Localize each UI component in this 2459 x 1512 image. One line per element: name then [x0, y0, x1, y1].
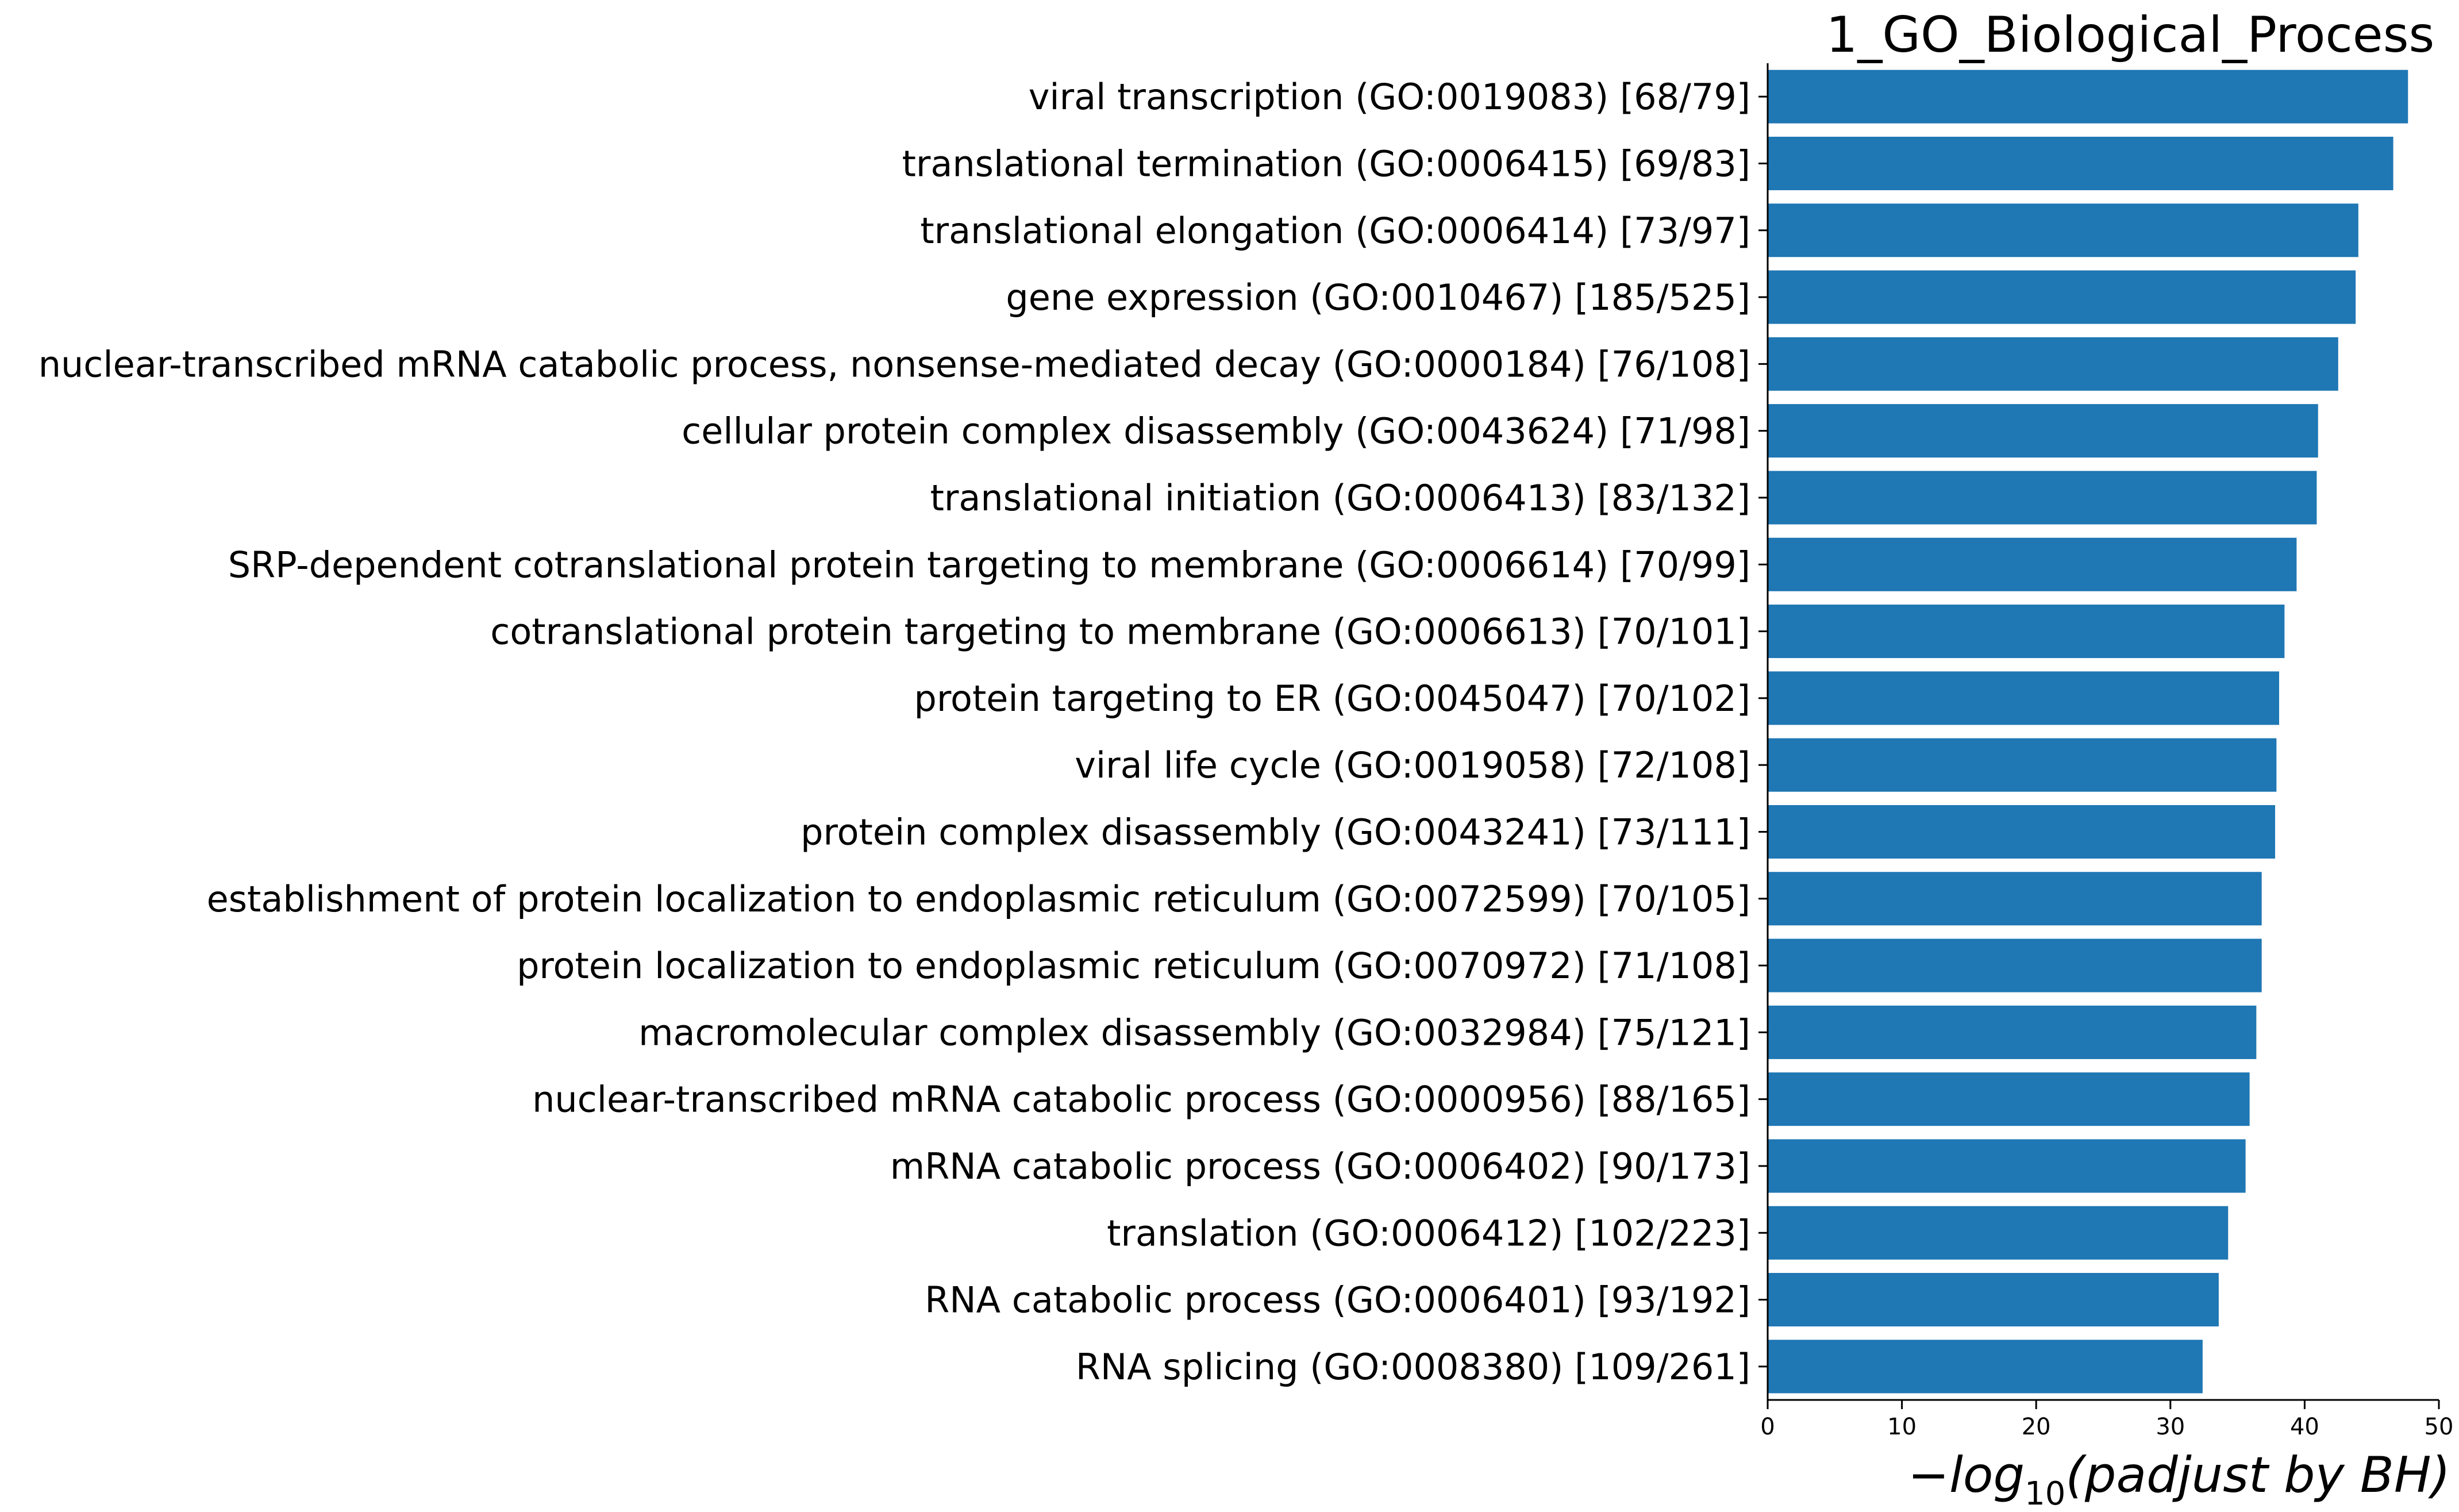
bar: [1768, 1340, 2203, 1394]
bar: [1768, 1273, 2219, 1327]
x-tick-label: 50: [2425, 1414, 2454, 1440]
x-axis-label-rest: (padjust by BH): [2065, 1446, 2450, 1504]
x-tick-label: 0: [1760, 1414, 1775, 1440]
bar: [1768, 805, 2276, 859]
bar: [1768, 1005, 2257, 1059]
x-axis-label: −log10(padjust by BH): [1908, 1446, 2450, 1512]
category-label: viral transcription (GO:0019083) [68/79]: [1029, 76, 1750, 118]
category-label: protein localization to endoplasmic reti…: [517, 945, 1750, 987]
category-label: viral life cycle (GO:0019058) [72/108]: [1075, 744, 1750, 786]
category-label: establishment of protein localization to…: [207, 878, 1750, 920]
category-label: translational elongation (GO:0006414) [7…: [920, 210, 1750, 252]
x-axis-label-base: log: [1949, 1446, 2025, 1504]
category-label: translational termination (GO:0006415) […: [902, 143, 1750, 184]
x-tick-label: 40: [2290, 1414, 2319, 1440]
bar: [1768, 938, 2262, 992]
bar: [1768, 738, 2277, 792]
category-label: RNA splicing (GO:0008380) [109/261]: [1076, 1346, 1750, 1388]
category-label: cellular protein complex disassembly (GO…: [682, 410, 1750, 452]
category-label: nuclear-transcribed mRNA catabolic proce…: [532, 1079, 1750, 1121]
x-axis: 0 10 20 30 40 50: [1760, 63, 2453, 1440]
bar: [1768, 203, 2358, 257]
chart-title: 1_GO_Biological_Process: [1826, 6, 2435, 64]
x-axis-label-prefix: −: [1908, 1446, 1949, 1504]
bar: [1768, 1072, 2250, 1126]
category-label: macromolecular complex disassembly (GO:0…: [638, 1011, 1750, 1053]
category-label: SRP-dependent cotranslational protein ta…: [228, 544, 1750, 586]
bar: [1768, 337, 2338, 391]
bar: [1768, 404, 2318, 458]
category-label: protein targeting to ER (GO:0045047) [70…: [914, 678, 1750, 720]
bar: [1768, 1206, 2229, 1260]
x-axis-label-subscript: 10: [2025, 1475, 2065, 1512]
category-label: RNA catabolic process (GO:0006401) [93/1…: [925, 1279, 1750, 1321]
bar: [1768, 872, 2262, 926]
bars-group: [1768, 70, 2408, 1394]
bar: [1768, 1139, 2246, 1193]
category-label: gene expression (GO:0010467) [185/525]: [1006, 276, 1750, 318]
x-tick-label: 20: [2022, 1414, 2051, 1440]
bar: [1768, 471, 2317, 525]
bar: [1768, 70, 2408, 124]
x-tick-label: 30: [2156, 1414, 2185, 1440]
bar: [1768, 671, 2280, 725]
category-label: translation (GO:0006412) [102/223]: [1107, 1212, 1750, 1254]
category-label: cotranslational protein targeting to mem…: [490, 611, 1750, 653]
category-label: translational initiation (GO:0006413) [8…: [930, 477, 1750, 519]
category-label: protein complex disassembly (GO:0043241)…: [801, 811, 1750, 853]
bar: [1768, 605, 2285, 659]
category-labels-group: viral transcription (GO:0019083) [68/79]…: [39, 76, 1768, 1388]
category-label: mRNA catabolic process (GO:0006402) [90/…: [890, 1145, 1750, 1187]
bar: [1768, 270, 2356, 324]
category-label: nuclear-transcribed mRNA catabolic proce…: [39, 343, 1750, 385]
bar: [1768, 136, 2393, 190]
x-tick-label: 10: [1887, 1414, 1917, 1440]
bar: [1768, 537, 2297, 591]
